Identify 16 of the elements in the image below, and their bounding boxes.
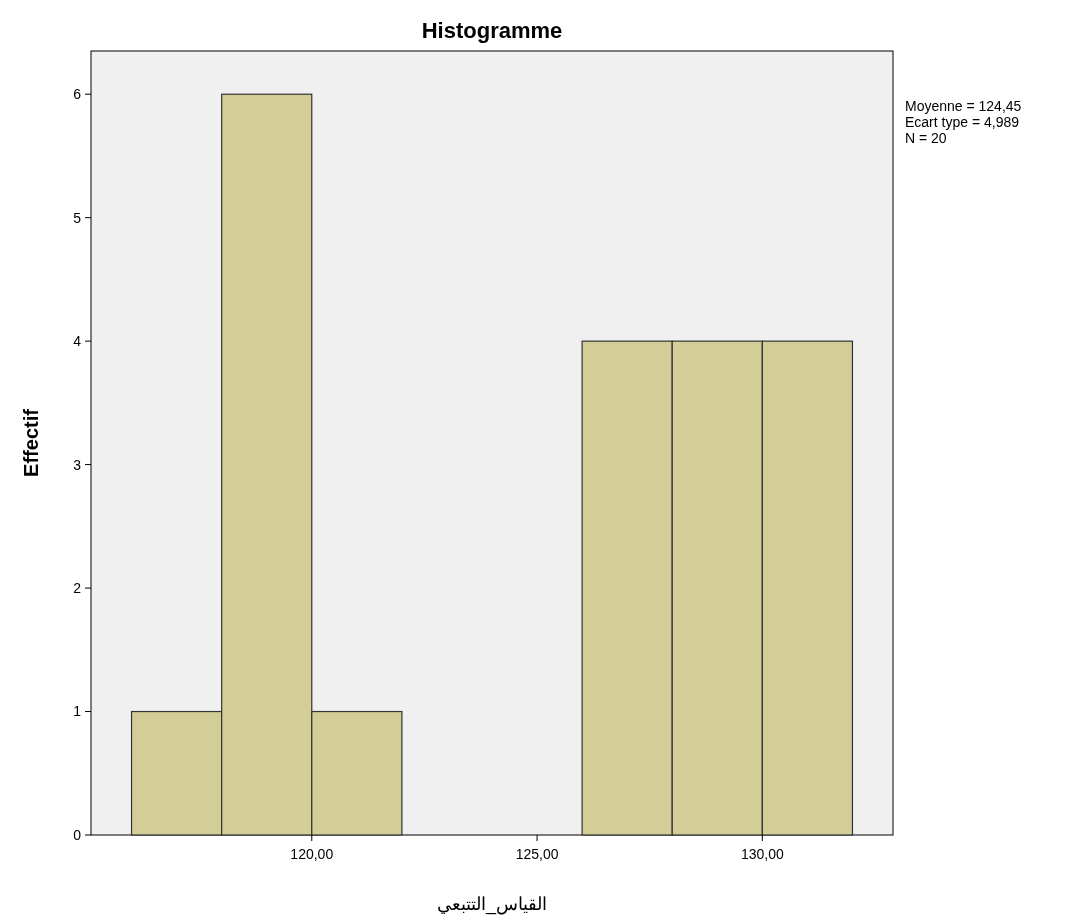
y-tick-label: 2 [73, 579, 82, 596]
y-tick-label: 4 [73, 333, 82, 350]
y-tick-label: 0 [73, 826, 82, 843]
x-tick-label: 125,00 [515, 846, 559, 862]
y-tick-label: 1 [73, 703, 82, 720]
text: N = 20 [905, 130, 947, 146]
chart-title: Histogramme [421, 18, 563, 43]
y-tick-label: 5 [73, 209, 82, 226]
y-tick-label: 3 [73, 456, 82, 473]
text: Ecart type = 4,989 [905, 114, 1020, 130]
x-axis-title: القياس_التتبعي [436, 894, 548, 915]
y-axis-title: Effectif [20, 408, 42, 477]
y-tick-label: 6 [73, 86, 82, 103]
x-tick-label: 120,00 [290, 846, 334, 862]
x-tick-label: 130,00 [740, 846, 784, 862]
text: Moyenne = 124,45 [905, 98, 1022, 114]
